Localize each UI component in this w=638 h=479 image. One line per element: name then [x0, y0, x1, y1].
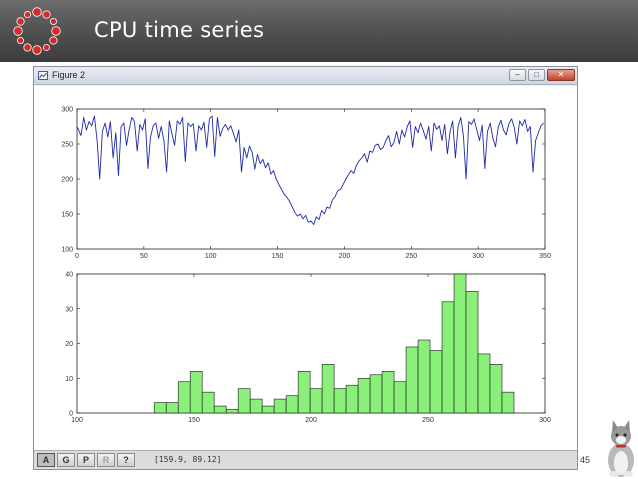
histogram-bar [417, 339, 431, 414]
histogram-bar [213, 405, 227, 414]
logo-dot [51, 26, 61, 36]
grid-button[interactable]: G [57, 453, 75, 467]
histogram-bar [429, 350, 443, 414]
figure-app-icon [38, 71, 48, 80]
logo-dot [49, 17, 57, 25]
histogram-x-tick-label: 150 [188, 417, 200, 424]
plot-area[interactable]: 0 50 100 150 200 250 300 350 100 150 200 250 300 100… [34, 86, 577, 450]
histogram-bar [285, 395, 299, 414]
histogram-x-tick-label: 250 [422, 417, 434, 424]
logo-dot [17, 37, 25, 45]
histogram-bar [165, 402, 179, 414]
line-chart-x-tick-label: 0 [75, 253, 79, 260]
logo-dot [49, 36, 58, 45]
figure-toolbar: A G P R ? [159.9, 89.12] [34, 450, 577, 469]
slide-header: CPU time series [0, 0, 638, 62]
line-chart-y-tick-label: 100 [61, 247, 73, 254]
histogram-y-tick-label: 20 [65, 341, 73, 348]
close-button[interactable]: ✕ [547, 69, 575, 81]
histogram-bar [453, 273, 467, 414]
histogram-bar [381, 370, 395, 414]
figure-window[interactable]: Figure 2 – □ ✕ 0 50 100 150 200 250 300 350 100 1… [33, 66, 578, 470]
minimize-button[interactable]: – [509, 69, 526, 81]
logo-dot [32, 45, 42, 55]
histogram-bar [249, 398, 263, 414]
histogram-bar [465, 291, 479, 414]
histogram-y-tick-label: 10 [65, 376, 73, 383]
line-chart-x-tick-label: 50 [140, 253, 148, 260]
slide-title: CPU time series [94, 18, 265, 42]
histogram-bar [297, 370, 311, 414]
histogram-bar [405, 346, 419, 414]
line-chart-x-tick-label: 200 [339, 253, 351, 260]
histogram-bar [489, 364, 503, 414]
logo-icon [13, 7, 61, 55]
logo-dot [32, 7, 42, 17]
histogram-chart: 100 150 200 250 300 0 10 20 30 40 [65, 272, 551, 425]
histogram-y-tick-label: 30 [65, 306, 73, 313]
line-chart: 0 50 100 150 200 250 300 350 100 150 200 250 300 [61, 107, 551, 261]
autoscale-button[interactable]: A [37, 453, 55, 467]
histogram-y-tick-label: 0 [69, 411, 73, 418]
logo-dot [23, 11, 31, 19]
histogram-x-tick-label: 300 [539, 417, 551, 424]
histogram-bar [177, 381, 191, 414]
histogram-bar [501, 391, 515, 414]
page-number: 45 [580, 455, 591, 465]
histogram-bar [273, 398, 287, 414]
logo-dot [13, 26, 23, 36]
window-titlebar[interactable]: Figure 2 – □ ✕ [34, 67, 577, 85]
rotate-button[interactable]: R [97, 453, 115, 467]
line-chart-y-tick-label: 200 [61, 177, 73, 184]
histogram-bar [261, 405, 275, 414]
histogram-bar [309, 388, 323, 414]
histogram-bar [393, 381, 407, 414]
histogram-bar [441, 301, 455, 414]
cursor-coordinates: [159.9, 89.12] [154, 455, 222, 464]
cpu-series-line [76, 115, 545, 225]
histogram-x-tick-label: 200 [305, 417, 317, 424]
line-chart-x-tick-label: 150 [272, 253, 284, 260]
histogram-bar [153, 402, 167, 414]
help-button[interactable]: ? [117, 453, 135, 467]
histogram-bar [237, 388, 251, 414]
histogram-bar [357, 377, 371, 414]
histogram-x-tick-label: 100 [71, 417, 83, 424]
logo-dot [16, 17, 25, 26]
histogram-bar [189, 370, 203, 414]
cat-mascot-icon [608, 420, 634, 477]
line-chart-y-tick-label: 300 [61, 107, 73, 114]
line-chart-x-tick-label: 250 [405, 253, 417, 260]
line-chart-axes-frame [76, 108, 546, 250]
histogram-bar [201, 391, 215, 414]
histogram-y-tick-label: 40 [65, 272, 73, 279]
histogram-bar [345, 384, 359, 414]
histogram-bar [321, 364, 335, 414]
logo-dot [23, 43, 32, 52]
line-chart-x-tick-label: 100 [205, 253, 217, 260]
window-title: Figure 2 [52, 70, 86, 80]
histogram-bar [225, 409, 239, 414]
maximize-button[interactable]: □ [528, 69, 545, 81]
histogram-bar [333, 388, 347, 414]
pan-button[interactable]: P [77, 453, 95, 467]
logo-dot [43, 43, 51, 51]
histogram-bar [477, 353, 491, 414]
histogram-bar [369, 374, 383, 414]
line-chart-y-tick-label: 150 [61, 212, 73, 219]
line-chart-y-tick-label: 250 [61, 142, 73, 149]
line-chart-x-tick-label: 300 [472, 253, 484, 260]
line-chart-x-tick-label: 350 [539, 253, 551, 260]
logo-dot [42, 10, 51, 19]
